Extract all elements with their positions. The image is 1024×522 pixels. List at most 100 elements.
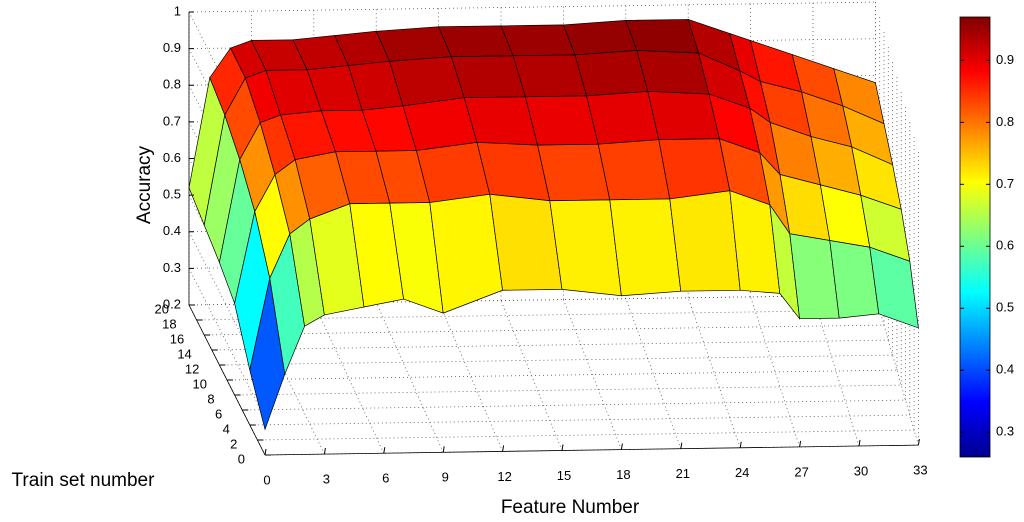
y-tick-label: 18 — [162, 316, 176, 331]
surface-patch — [438, 25, 514, 58]
surface-patch — [562, 19, 638, 56]
x-tick-label: 33 — [913, 463, 927, 478]
y-tick-label: 16 — [170, 331, 184, 346]
z-tick-label: 0.4 — [163, 223, 181, 238]
z-axis-label: Accuracy — [134, 145, 155, 224]
grid-line — [687, 297, 741, 448]
tick-mark — [799, 440, 802, 447]
x-tick-label: 12 — [497, 469, 511, 484]
grid-line — [249, 414, 910, 426]
surface-patch — [669, 190, 741, 292]
surface-patch — [597, 139, 671, 201]
colorbar-tick-label: 0.9 — [996, 52, 1014, 67]
tick-mark — [442, 446, 445, 453]
tick-mark — [858, 439, 861, 447]
x-tick-label: 27 — [794, 464, 808, 479]
x-tick-label: 6 — [382, 471, 389, 486]
surface-patch — [609, 198, 682, 297]
surface-patch — [586, 90, 660, 145]
x-axis-label: Feature Number — [501, 497, 640, 518]
surface-patch — [512, 54, 588, 98]
surface-patch — [415, 141, 491, 203]
grid-line — [188, 1, 876, 13]
grid-line — [234, 384, 902, 396]
surface-patch — [574, 49, 649, 97]
x-tick-label: 9 — [442, 470, 449, 485]
colorbar-tick-label: 0.5 — [996, 300, 1014, 315]
z-tick-label: 0.2 — [163, 296, 181, 311]
surface-patch — [500, 24, 576, 57]
grid-line — [563, 299, 622, 450]
tick-mark — [680, 442, 683, 449]
colorbar-tick-label: 0.3 — [996, 424, 1014, 439]
tick-mark — [620, 443, 623, 450]
x-tick-label: 18 — [616, 467, 630, 482]
y-tick-label: 4 — [223, 421, 230, 436]
tick-mark — [917, 439, 920, 446]
colorbar-tick-label: 0.7 — [996, 176, 1014, 191]
surface-patch — [402, 97, 478, 151]
surface-patch — [429, 193, 503, 314]
x-tick-label: 3 — [323, 472, 330, 487]
surface-patch — [450, 55, 526, 99]
grid-line — [188, 38, 876, 50]
y-tick-label: 10 — [193, 376, 207, 391]
tick-mark — [502, 445, 505, 452]
grid-line — [375, 302, 444, 453]
tick-mark — [323, 448, 326, 455]
z-tick-label: 0.3 — [163, 260, 181, 275]
colorbar-tick-label: 0.6 — [996, 238, 1014, 253]
z-tick-label: 0.6 — [163, 150, 181, 165]
colorbar — [959, 16, 991, 458]
surface-patch — [647, 90, 720, 141]
x-tick-label: 21 — [676, 466, 690, 481]
colorbar-tick-label: 0.4 — [996, 362, 1014, 377]
surface — [188, 18, 919, 431]
colorbar-tick-label: 0.8 — [996, 114, 1014, 129]
y-tick-label: 6 — [215, 406, 222, 421]
grid-line — [257, 429, 915, 441]
y-tick-label: 20 — [155, 301, 169, 316]
grid-line — [242, 399, 906, 411]
tick-mark — [739, 441, 742, 448]
y-tick-label: 0 — [238, 451, 245, 466]
grid-line — [313, 303, 385, 454]
grid-line — [219, 354, 893, 366]
z-tick-label: 0.7 — [163, 113, 181, 128]
grid-line — [625, 298, 682, 449]
x-tick-label: 0 — [263, 472, 270, 487]
y-axis-label: Train set number — [12, 470, 156, 491]
z-tick-label: 0.8 — [163, 77, 181, 92]
surface-patch — [869, 246, 919, 329]
surface-patch — [537, 143, 611, 202]
surface-patch — [658, 138, 731, 200]
x-tick-label: 24 — [735, 465, 749, 480]
y-tick-label: 2 — [230, 436, 237, 451]
grid-line — [188, 268, 266, 419]
y-tick-label: 8 — [207, 391, 214, 406]
tick-mark — [264, 448, 267, 456]
grid-line — [188, 294, 876, 306]
axis-line — [264, 444, 919, 456]
x-tick-label: 15 — [557, 468, 571, 483]
surface-patch — [524, 95, 599, 146]
surface-patch — [389, 56, 465, 107]
axes: 0.20.30.40.50.60.70.80.910 3 6 9 12 15 18 21 24 2… — [155, 3, 928, 487]
y-tick-label: 14 — [177, 346, 191, 361]
z-tick-label: 0.5 — [163, 187, 181, 202]
tick-mark — [561, 444, 564, 451]
colorbar-ticks: 0.3 0.4 0.5 0.6 0.7 0.8 0.9 — [960, 52, 1014, 439]
grid-line — [204, 324, 885, 336]
y-tick-label: 12 — [185, 361, 199, 376]
surface-patch — [636, 49, 710, 95]
z-tick-label: 0.9 — [163, 40, 181, 55]
grid-line — [438, 301, 503, 452]
x-tick-label: 30 — [854, 463, 868, 478]
tick-mark — [383, 447, 386, 454]
z-tick-label: 1 — [174, 3, 181, 18]
grid-line — [226, 369, 897, 381]
surface-patch — [375, 26, 452, 62]
grid-line — [211, 339, 889, 351]
surface-patch — [625, 19, 700, 54]
